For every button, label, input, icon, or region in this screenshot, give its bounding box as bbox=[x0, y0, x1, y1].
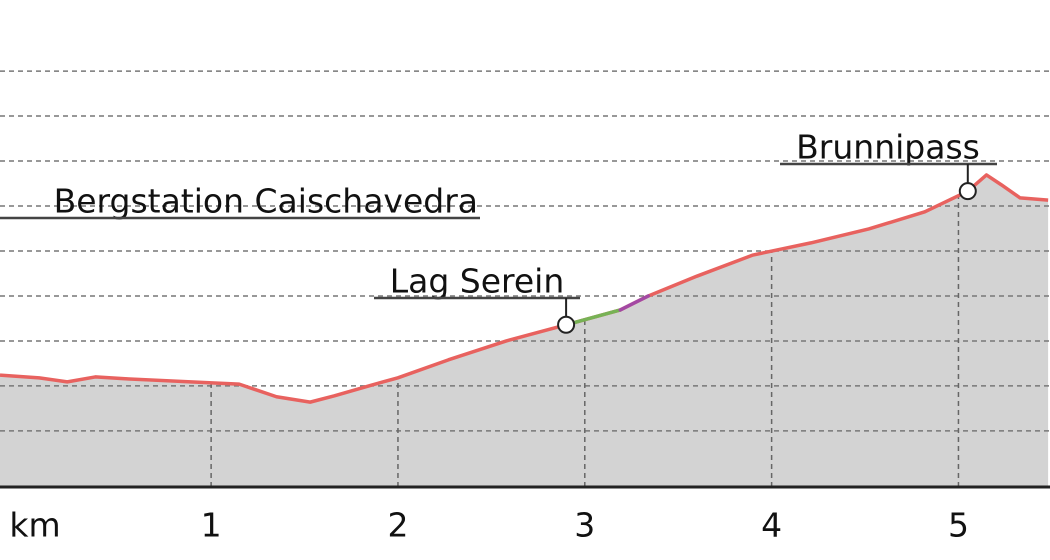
waypoint-label: Lag Serein bbox=[390, 262, 565, 301]
x-tick-label: 2 bbox=[387, 506, 408, 545]
elevation-line bbox=[0, 173, 1049, 404]
waypoint-label: Bergstation Caischavedra bbox=[54, 182, 478, 221]
x-tick-label: 1 bbox=[201, 506, 222, 545]
x-tick-label: 4 bbox=[761, 506, 782, 545]
profile-segment bbox=[564, 308, 623, 327]
waypoint-label: Brunnipass bbox=[796, 128, 980, 167]
waypoint-marker bbox=[557, 315, 576, 334]
waypoint-marker bbox=[958, 182, 977, 201]
elevation-area bbox=[0, 174, 1049, 487]
profile-segment bbox=[618, 294, 651, 312]
x-tick-label: 5 bbox=[948, 506, 969, 545]
x-axis-label: km bbox=[9, 506, 60, 545]
x-tick-label: 3 bbox=[574, 506, 595, 545]
